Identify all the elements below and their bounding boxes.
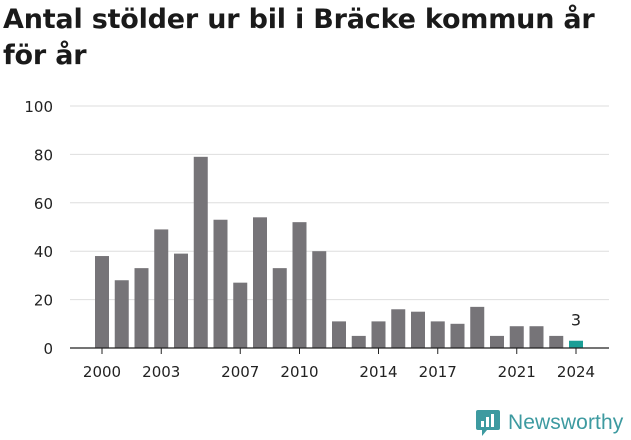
bar	[292, 222, 307, 348]
x-axis-ticks: 2000 2003 2007 2010 2014 2017 2021 2024	[83, 348, 595, 381]
bar	[213, 219, 228, 348]
brand-logo: Newsworthy	[475, 406, 623, 440]
brand-name: Newsworthy	[508, 411, 624, 434]
bar	[233, 282, 248, 348]
x-tick-label: 2003	[142, 363, 180, 381]
bar	[490, 335, 504, 348]
y-tick-label: 100	[24, 98, 53, 116]
bar	[134, 268, 149, 348]
bar	[114, 280, 129, 348]
y-tick-label: 40	[34, 243, 53, 261]
x-tick-label: 2010	[280, 363, 318, 381]
bar	[509, 326, 524, 348]
bar	[312, 251, 327, 348]
bar	[332, 321, 346, 348]
x-tick-label: 2014	[359, 363, 397, 381]
bar	[391, 309, 406, 348]
x-tick-label: 2021	[498, 363, 536, 381]
bar	[351, 335, 366, 348]
y-tick-label: 80	[34, 146, 53, 164]
y-axis-ticks: 0 20 40 60 80 100	[24, 98, 53, 358]
bar	[549, 335, 564, 348]
x-tick-label: 2007	[221, 363, 259, 381]
bar	[529, 326, 544, 348]
bar	[174, 253, 188, 348]
grid-lines	[70, 105, 609, 301]
newsworthy-logo-icon	[476, 410, 500, 436]
bar	[193, 156, 208, 348]
data-labels: 3	[571, 311, 581, 330]
bar	[154, 229, 169, 348]
bar	[371, 321, 386, 348]
x-tick-label: 2017	[419, 363, 457, 381]
x-tick-label: 2024	[557, 363, 595, 381]
bars	[95, 156, 583, 348]
bar	[95, 256, 109, 348]
bar	[470, 306, 485, 348]
bar	[411, 311, 425, 348]
chart-title: Antal stölder ur bil i Bräcke kommun år …	[3, 4, 595, 71]
y-tick-label: 60	[34, 195, 53, 213]
bar	[450, 323, 465, 348]
y-tick-label: 0	[43, 340, 53, 358]
bar	[253, 217, 267, 348]
y-tick-label: 20	[34, 292, 53, 310]
x-tick-label: 2000	[83, 363, 121, 381]
bar	[272, 268, 287, 348]
bar-highlight	[569, 340, 583, 348]
data-label-highlight: 3	[571, 311, 581, 330]
bar	[430, 321, 445, 348]
